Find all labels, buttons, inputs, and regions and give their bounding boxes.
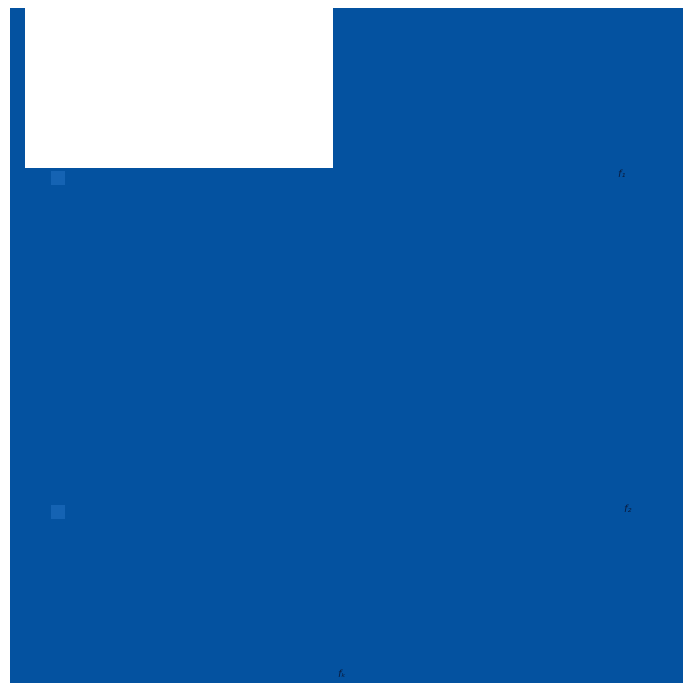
micro-label-bottom-center: fₖ [338,669,346,680]
micro-label-right-top: f₁ [618,169,626,180]
blue-canvas: f₁ f₂ fₖ [10,8,683,683]
color-swatch-2 [51,505,65,519]
blank-white-panel [25,8,333,168]
micro-label-right-middle: f₂ [624,504,632,515]
color-swatch-1 [51,171,65,185]
